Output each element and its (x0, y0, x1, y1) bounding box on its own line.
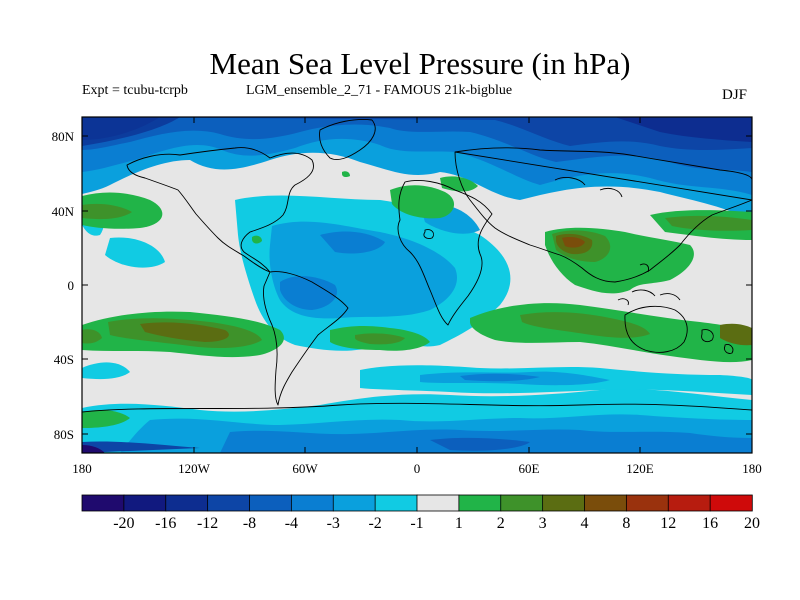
lon-label-180e: 180 (742, 461, 762, 476)
tropical-negative-anomaly (82, 195, 511, 351)
axis-ticks (81, 117, 753, 453)
colorbar-label: 20 (744, 515, 760, 532)
colorbar-swatch (332, 494, 376, 512)
colorbar-swatch (207, 494, 251, 512)
colorbar-label: -3 (327, 515, 340, 532)
longitude-labels: 180 120W 60W 0 60E 120E 180 (72, 461, 762, 476)
colorbar-swatch (667, 494, 711, 512)
coastlines (82, 119, 752, 413)
lon-label-0: 0 (414, 461, 421, 476)
colorbar-label: -20 (113, 515, 134, 532)
lon-label-60e: 60E (519, 461, 540, 476)
lat-label-80n: 80N (52, 129, 75, 144)
north-polar-anomaly (82, 117, 752, 220)
colorbar-swatch (542, 494, 586, 512)
colorbar-label: -4 (285, 515, 298, 532)
colorbar-label: -2 (368, 515, 381, 532)
colorbar-label: 2 (497, 515, 505, 532)
lon-label-120w: 120W (178, 461, 211, 476)
season-label: DJF (722, 87, 748, 103)
colorbar-label: 3 (539, 515, 547, 532)
colorbar-swatch (165, 494, 209, 512)
colorbar-swatch (458, 494, 502, 512)
colorbar-label: -12 (197, 515, 218, 532)
lat-label-40s: 40S (54, 352, 74, 367)
positive-anomaly (82, 171, 752, 428)
lat-label-0: 0 (68, 278, 75, 293)
anomaly-field (82, 117, 752, 453)
colorbar-label: -1 (410, 515, 423, 532)
lat-label-40n: 40N (52, 204, 75, 219)
colorbar-label: -16 (155, 515, 176, 532)
lat-label-80s: 80S (54, 427, 74, 442)
colorbar-swatch (81, 494, 125, 512)
colorbar-swatch (500, 494, 544, 512)
colorbar-swatch (249, 494, 293, 512)
colorbar-swatch (123, 494, 167, 512)
colorbar-label: 12 (660, 515, 676, 532)
colorbar-swatch (709, 494, 753, 512)
run-label: LGM_ensemble_2_71 - FAMOUS 21k-bigblue (246, 83, 513, 98)
colorbar-label: 4 (581, 515, 589, 532)
colorbar-swatch (374, 494, 418, 512)
colorbar-label: 8 (622, 515, 630, 532)
lon-label-180w: 180 (72, 461, 92, 476)
colorbar-swatch (416, 494, 460, 512)
plot-title: Mean Sea Level Pressure (in hPa) (209, 46, 631, 81)
lon-label-120e: 120E (626, 461, 654, 476)
colorbar-label: 1 (455, 515, 463, 532)
experiment-label: Expt = tcubu-tcrpb (82, 83, 188, 98)
latitude-labels: 80N 40N 0 40S 80S (52, 129, 75, 442)
colorbar-swatch (584, 494, 628, 512)
colorbar-swatch (290, 494, 334, 512)
colorbar-label: 16 (702, 515, 718, 532)
colorbar-label: -8 (243, 515, 256, 532)
colorbar: -20 -16 -12 -8 -4 -3 -2 -1 1 2 3 4 8 12 16 20 (81, 494, 760, 532)
lon-label-60w: 60W (292, 461, 318, 476)
colorbar-swatch (625, 494, 669, 512)
